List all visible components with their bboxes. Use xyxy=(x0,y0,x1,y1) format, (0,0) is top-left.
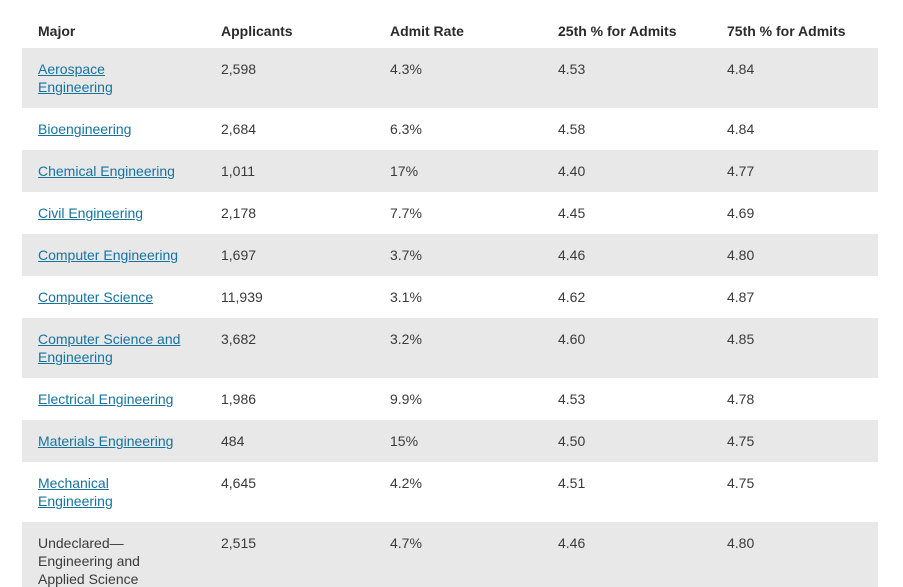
p25-cell: 4.58 xyxy=(558,121,586,137)
p75-cell: 4.75 xyxy=(727,433,755,449)
admit-rate-cell: 9.9% xyxy=(390,391,422,407)
p75-cell: 4.80 xyxy=(727,535,755,551)
col-header-admit-rate: Admit Rate xyxy=(374,14,542,48)
table-row: Bioengineering 2,684 6.3% 4.58 4.84 xyxy=(22,108,878,150)
major-cell: Undeclared—Engineering and Applied Scien… xyxy=(22,522,205,587)
major-text: Undeclared—Engineering and Applied Scien… xyxy=(38,535,140,587)
applicants-cell: 484 xyxy=(221,433,245,449)
applicants-cell: 1,011 xyxy=(221,163,255,179)
col-header-major: Major xyxy=(22,14,205,48)
p75-cell: 4.78 xyxy=(727,391,755,407)
p75-cell: 4.84 xyxy=(727,61,755,77)
admissions-by-major-table: Major Applicants Admit Rate 25th % for A… xyxy=(22,14,878,587)
p25-cell: 4.46 xyxy=(558,535,586,551)
major-link[interactable]: Electrical Engineering xyxy=(38,391,174,407)
major-cell: Civil Engineering xyxy=(22,192,205,234)
p75-cell: 4.75 xyxy=(727,475,755,491)
major-link[interactable]: Computer Engineering xyxy=(38,247,179,263)
admit-rate-cell: 3.7% xyxy=(390,247,422,263)
applicants-cell: 4,645 xyxy=(221,475,257,491)
major-link[interactable]: Computer Science xyxy=(38,289,154,305)
applicants-cell: 2,684 xyxy=(221,121,257,137)
p75-cell: 4.84 xyxy=(727,121,755,137)
p25-cell: 4.51 xyxy=(558,475,586,491)
table-row: Electrical Engineering 1,986 9.9% 4.53 4… xyxy=(22,378,878,420)
applicants-cell: 2,178 xyxy=(221,205,257,221)
applicants-cell: 3,682 xyxy=(221,331,257,347)
admit-rate-cell: 4.3% xyxy=(390,61,422,77)
applicants-cell: 1,697 xyxy=(221,247,257,263)
major-link[interactable]: Bioengineering xyxy=(38,121,132,137)
header-row: Major Applicants Admit Rate 25th % for A… xyxy=(22,14,878,48)
table-row: Computer Science 11,939 3.1% 4.62 4.87 xyxy=(22,276,878,318)
p75-cell: 4.85 xyxy=(727,331,755,347)
major-cell: Materials Engineering xyxy=(22,420,205,462)
applicants-cell: 2,598 xyxy=(221,61,257,77)
major-link[interactable]: Mechanical Engineering xyxy=(38,475,113,509)
table-row: Computer Science and Engineering 3,682 3… xyxy=(22,318,878,378)
major-cell: Computer Science and Engineering xyxy=(22,318,205,378)
table-row: Civil Engineering 2,178 7.7% 4.45 4.69 xyxy=(22,192,878,234)
major-link[interactable]: Aerospace Engineering xyxy=(38,61,113,95)
p25-cell: 4.50 xyxy=(558,433,586,449)
admit-rate-cell: 7.7% xyxy=(390,205,422,221)
p25-cell: 4.46 xyxy=(558,247,586,263)
p25-cell: 4.40 xyxy=(558,163,586,179)
table-row: Aerospace Engineering 2,598 4.3% 4.53 4.… xyxy=(22,48,878,108)
major-cell: Chemical Engineering xyxy=(22,150,205,192)
p25-cell: 4.45 xyxy=(558,205,586,221)
admit-rate-cell: 4.7% xyxy=(390,535,422,551)
admit-rate-cell: 17% xyxy=(390,163,419,179)
applicants-cell: 11,939 xyxy=(221,289,263,305)
col-header-applicants: Applicants xyxy=(205,14,374,48)
major-cell: Mechanical Engineering xyxy=(22,462,205,522)
admit-rate-cell: 15% xyxy=(390,433,419,449)
p25-cell: 4.53 xyxy=(558,391,586,407)
table-row: Materials Engineering 484 15% 4.50 4.75 xyxy=(22,420,878,462)
major-cell: Computer Science xyxy=(22,276,205,318)
major-cell: Computer Engineering xyxy=(22,234,205,276)
admit-rate-cell: 4.2% xyxy=(390,475,422,491)
p25-cell: 4.60 xyxy=(558,331,586,347)
col-header-75th-percentile: 75th % for Admits xyxy=(711,14,878,48)
table-row: Computer Engineering 1,697 3.7% 4.46 4.8… xyxy=(22,234,878,276)
major-cell: Bioengineering xyxy=(22,108,205,150)
p75-cell: 4.87 xyxy=(727,289,755,305)
admissions-table-container: Major Applicants Admit Rate 25th % for A… xyxy=(22,14,878,587)
p25-cell: 4.53 xyxy=(558,61,586,77)
col-header-25th-percentile: 25th % for Admits xyxy=(542,14,711,48)
major-cell: Aerospace Engineering xyxy=(22,48,205,108)
table-row: Mechanical Engineering 4,645 4.2% 4.51 4… xyxy=(22,462,878,522)
admit-rate-cell: 6.3% xyxy=(390,121,422,137)
major-link[interactable]: Materials Engineering xyxy=(38,433,174,449)
admit-rate-cell: 3.1% xyxy=(390,289,422,305)
p75-cell: 4.69 xyxy=(727,205,755,221)
admit-rate-cell: 3.2% xyxy=(390,331,422,347)
applicants-cell: 1,986 xyxy=(221,391,257,407)
major-link[interactable]: Chemical Engineering xyxy=(38,163,175,179)
major-link[interactable]: Civil Engineering xyxy=(38,205,144,221)
major-link[interactable]: Computer Science and Engineering xyxy=(38,331,181,365)
table-row: Undeclared—Engineering and Applied Scien… xyxy=(22,522,878,587)
applicants-cell: 2,515 xyxy=(221,535,257,551)
p75-cell: 4.80 xyxy=(727,247,755,263)
p75-cell: 4.77 xyxy=(727,163,755,179)
p25-cell: 4.62 xyxy=(558,289,586,305)
table-row: Chemical Engineering 1,011 17% 4.40 4.77 xyxy=(22,150,878,192)
major-cell: Electrical Engineering xyxy=(22,378,205,420)
